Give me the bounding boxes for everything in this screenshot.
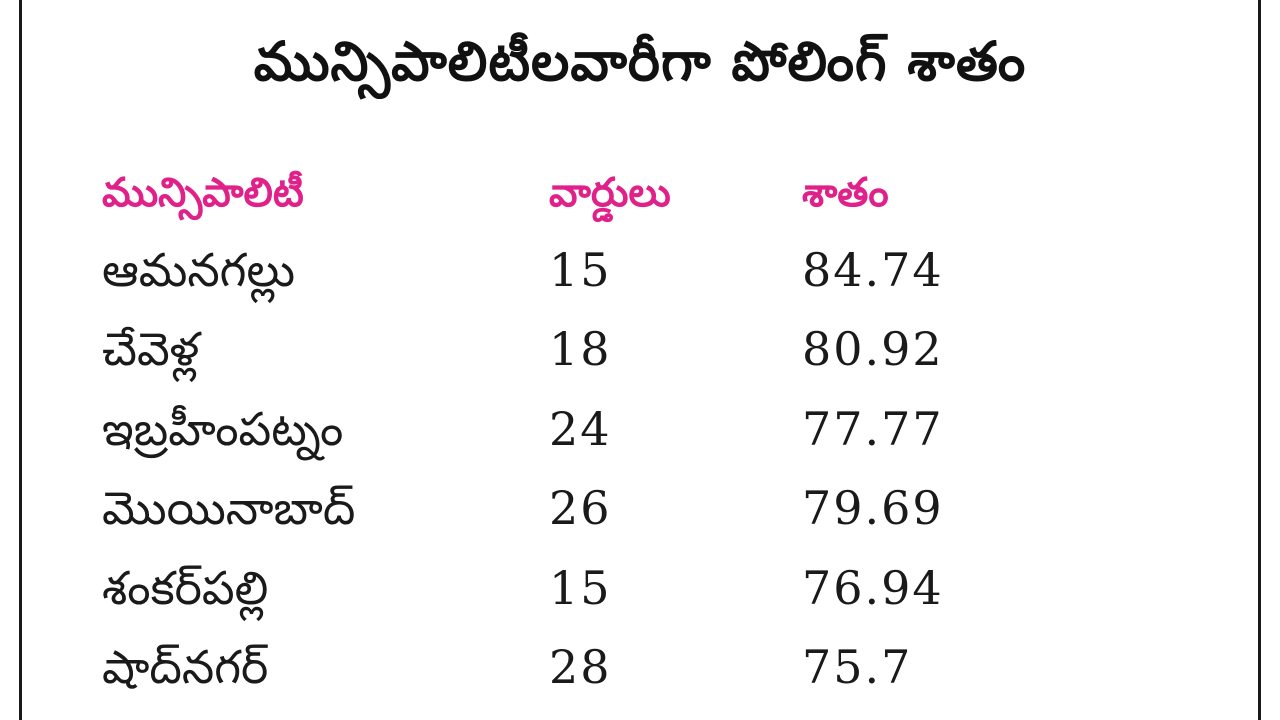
row-percent: 75.7 bbox=[802, 640, 913, 694]
page-title: మున్సిపాలిటీలవారీగా పోలింగ్ శాతం bbox=[253, 30, 1027, 93]
row-percent: 79.69 bbox=[802, 481, 944, 535]
row-percent: 76.94 bbox=[802, 561, 944, 615]
row-percent: 84.74 bbox=[802, 243, 944, 297]
row-wards: 15 bbox=[549, 243, 612, 297]
row-municipality: మొయినాబాద్ bbox=[102, 481, 356, 535]
header-percent: శాతం bbox=[802, 170, 889, 216]
header-wards: వార్డులు bbox=[549, 170, 671, 216]
header-municipality: మున్సిపాలిటీ bbox=[102, 170, 304, 216]
row-municipality: చేవెళ్ల bbox=[102, 322, 200, 376]
row-wards: 18 bbox=[549, 322, 612, 376]
row-percent: 77.77 bbox=[802, 402, 944, 456]
row-wards: 24 bbox=[549, 402, 612, 456]
row-municipality: ఆమనగల్లు bbox=[102, 243, 296, 297]
row-percent: 80.92 bbox=[802, 322, 944, 376]
row-wards: 15 bbox=[549, 561, 612, 615]
row-wards: 28 bbox=[549, 640, 612, 694]
row-municipality: శంకర్‌పల్లి bbox=[102, 561, 269, 615]
row-wards: 26 bbox=[549, 481, 612, 535]
row-municipality: ఇబ్రహీంపట్నం bbox=[102, 402, 344, 456]
newspaper-panel: మున్సిపాలిటీలవారీగా పోలింగ్ శాతం మున్సిప… bbox=[19, 0, 1261, 720]
row-municipality: షాద్‌నగర్ bbox=[102, 640, 269, 694]
polling-table: మున్సిపాలిటీ వార్డులు శాతం ఆమనగల్లు 15 8… bbox=[22, 0, 1258, 720]
